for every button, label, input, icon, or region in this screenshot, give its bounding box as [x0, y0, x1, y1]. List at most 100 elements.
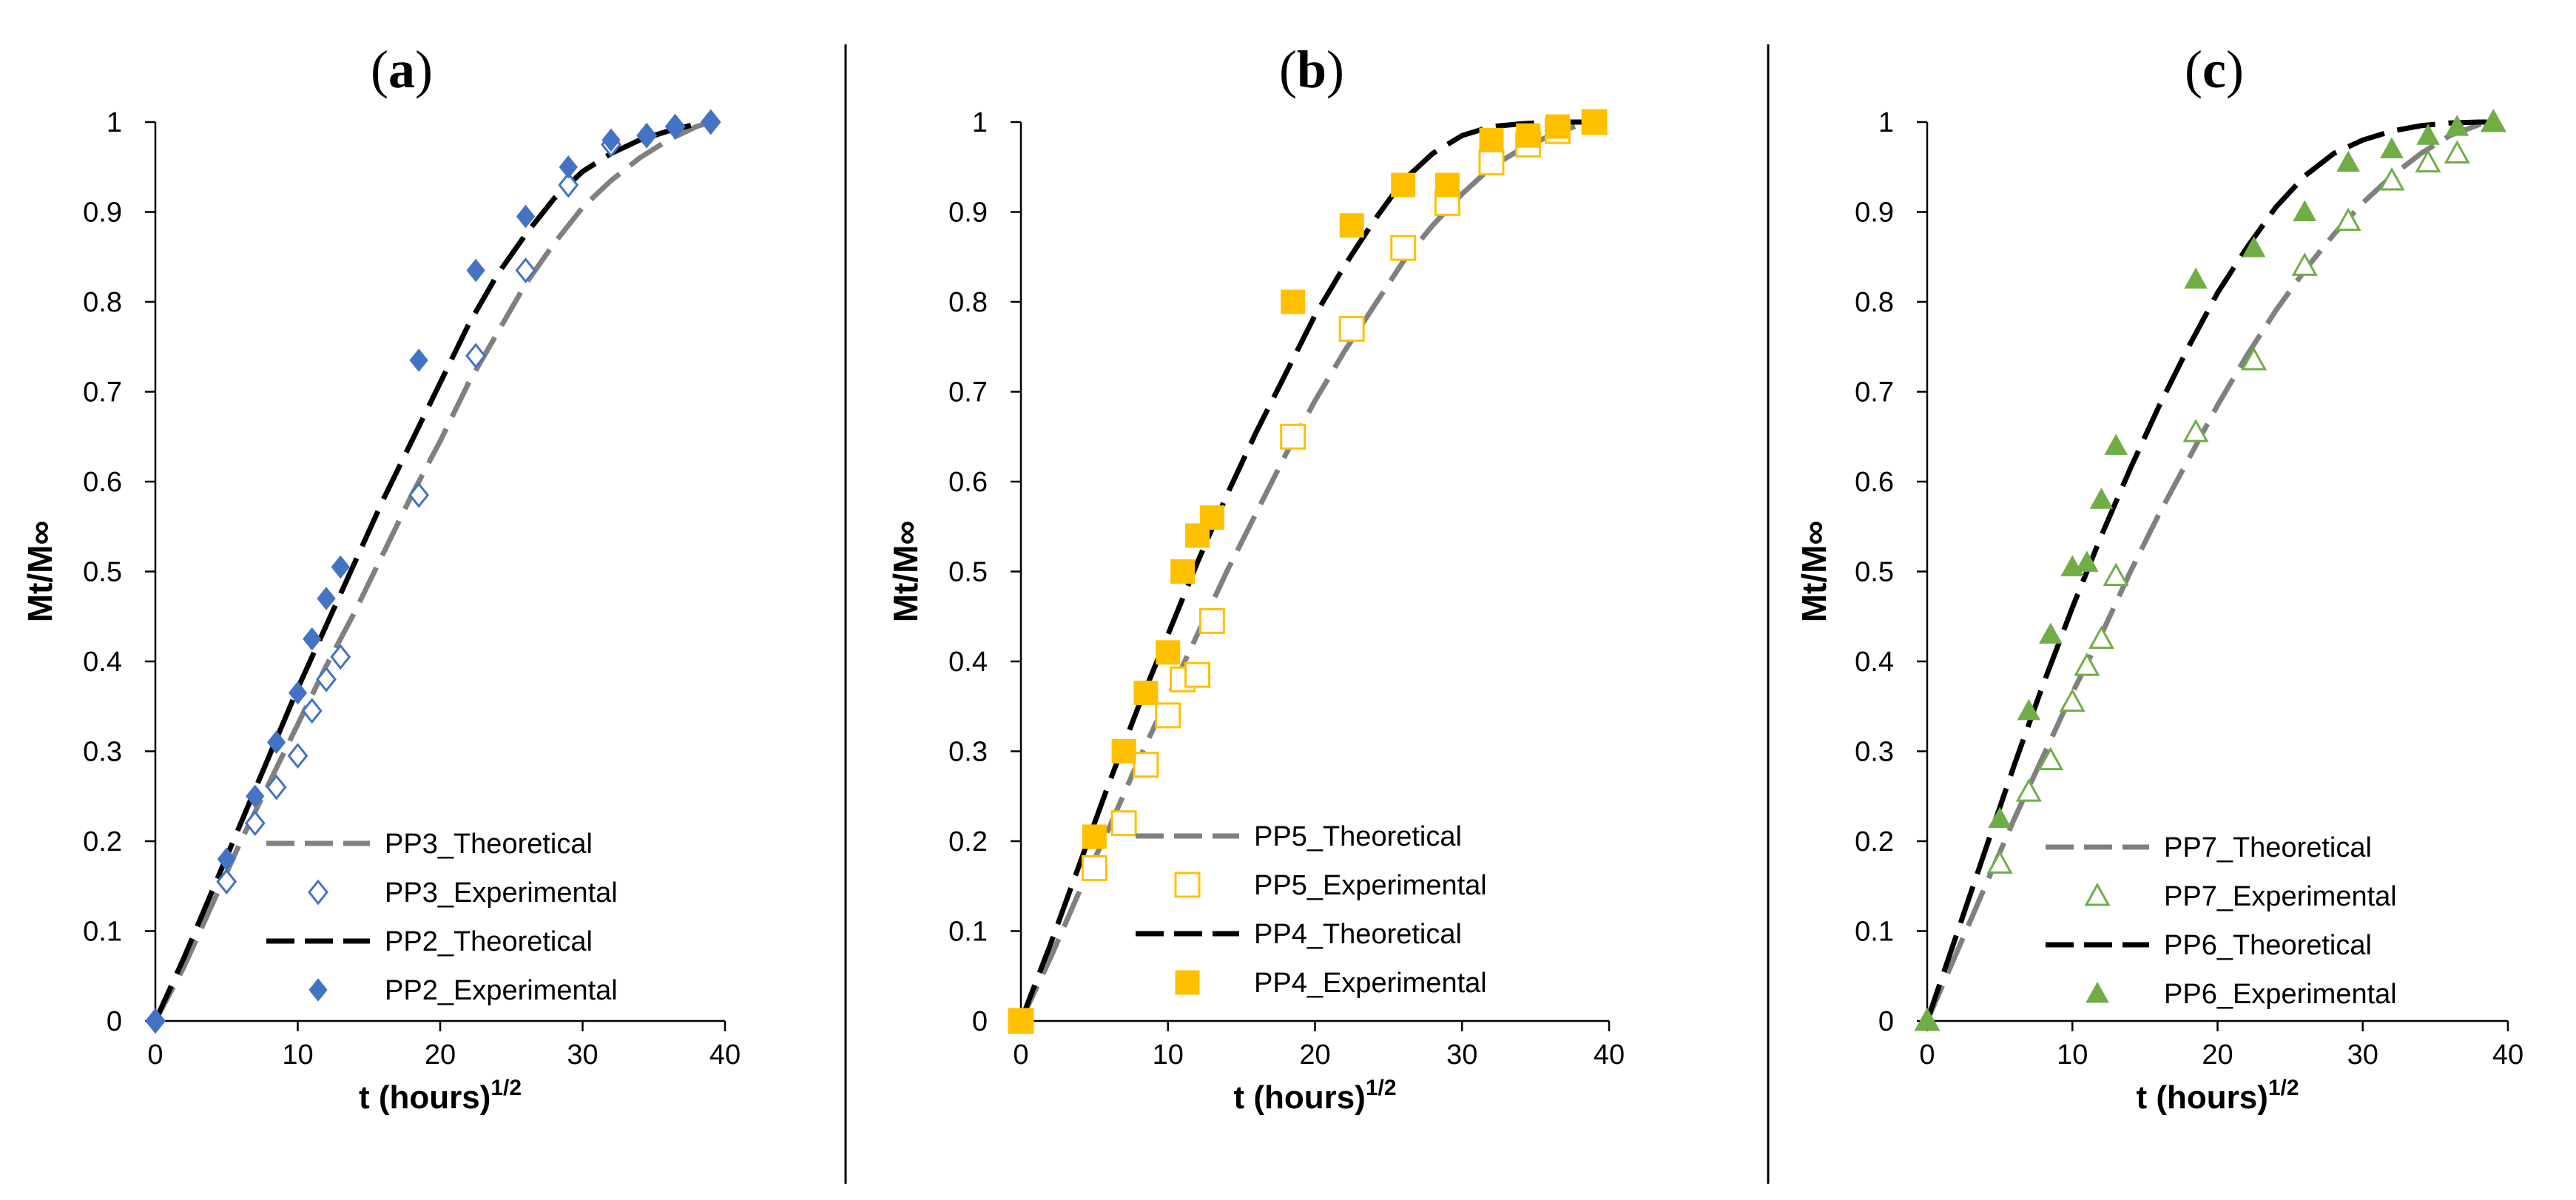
data-point-PP4_Experimental	[1391, 172, 1416, 198]
y-tick-label: 0.4	[1855, 647, 1894, 678]
y-tick-label: 0.1	[948, 917, 988, 948]
x-axis-label-text: t (hours)	[1233, 1079, 1365, 1116]
y-tick-label: 0.5	[948, 557, 988, 588]
data-point-PP6_Experimental	[1988, 806, 2012, 829]
data-point-PP7_Experimental	[2015, 778, 2042, 802]
y-tick-label: 0.3	[1855, 737, 1894, 768]
y-tick-label: 0.8	[948, 287, 988, 318]
data-point-PP7_Experimental	[2059, 688, 2086, 712]
y-tick-label: 0.8	[83, 287, 122, 318]
x-tick-label: 0	[147, 1039, 163, 1071]
legend-marker-symbol	[2084, 882, 2111, 906]
chart-panel-b: (b) 0 10 20 30 40 0 0.1 0.2 0.3 0.4 0.5 0.6 0.7 0.8 0.9…	[886, 40, 1625, 1116]
data-point-PP6_Experimental	[2242, 236, 2266, 257]
data-point-PP4_Experimental	[1545, 114, 1570, 139]
data-point-PP6_Experimental	[2184, 267, 2208, 289]
data-point-PP2_Experimental	[701, 110, 721, 134]
y-axis-label: Mt/M∞	[1795, 521, 1833, 623]
y-tick-label: 0.8	[1855, 287, 1894, 318]
data-point-PP6_Experimental	[2075, 550, 2099, 572]
y-tick-label: 0.3	[948, 737, 988, 768]
y-tick-label: 1	[107, 107, 122, 138]
data-point-PP7_Experimental	[2088, 625, 2115, 650]
data-point-PP2_Experimental	[217, 847, 236, 872]
y-tick-label: 0.1	[83, 917, 122, 948]
legend-marker-symbol	[2086, 981, 2109, 1003]
data-point-PP3_Experimental	[244, 810, 266, 837]
data-point-PP5_Experimental	[1280, 423, 1306, 450]
y-tick-label: 0.7	[948, 377, 988, 408]
data-point-PP6_Experimental	[2017, 698, 2041, 721]
data-point-PP3_Experimental	[515, 257, 536, 283]
panel-title-close: )	[1326, 40, 1344, 99]
data-point-PP3_Experimental	[287, 743, 308, 769]
data-point-PP2_Experimental	[288, 681, 308, 705]
data-point-PP7_Experimental	[2335, 207, 2361, 232]
legend-label: PP7_Experimental	[2164, 881, 2397, 912]
data-point-PP6_Experimental	[2293, 200, 2317, 221]
y-tick-label: 0.6	[948, 467, 988, 498]
series-line-PP6_Theoretical	[1924, 119, 2494, 1022]
legend-label: PP2_Theoretical	[385, 926, 593, 957]
data-point-PP3_Experimental	[558, 172, 579, 198]
data-point-PP5_Experimental	[1133, 752, 1159, 778]
x-tick-label: 30	[2347, 1039, 2378, 1071]
y-tick-label: 0.9	[1855, 198, 1894, 229]
y-tick-label: 0.7	[83, 377, 122, 408]
y-tick-label: 0	[1878, 1006, 1894, 1037]
y-axis-label: Mt/M∞	[886, 521, 925, 623]
data-point-PP2_Experimental	[559, 155, 578, 179]
panel-title-close: )	[415, 40, 433, 99]
data-point-PP4_Experimental	[1434, 172, 1460, 198]
chart-panel-a: (a) 0 10 20 30 40 0 0.1 0.2 0.3 0.4 0.5 0.6 0.7 0.8 0.9…	[21, 40, 741, 1116]
panel-title-close: )	[2226, 40, 2244, 99]
data-point-PP5_Experimental	[1155, 702, 1181, 729]
legend-label: PP6_Experimental	[2164, 979, 2397, 1010]
data-point-PP2_Experimental	[317, 587, 336, 610]
data-point-PP7_Experimental	[1986, 850, 2013, 874]
data-point-PP7_Experimental	[2074, 652, 2100, 676]
panel-title-letter: b	[1297, 40, 1326, 99]
y-tick-label: 0.2	[948, 826, 988, 857]
panel-title-open: (	[371, 40, 388, 99]
x-axis-label-exponent: 1/2	[490, 1076, 522, 1100]
x-tick-label: 20	[425, 1039, 456, 1071]
data-point-PP4_Experimental	[1199, 505, 1224, 530]
data-point-PP4_Experimental	[1111, 739, 1136, 764]
data-point-PP5_Experimental	[1184, 661, 1210, 688]
legend-label: PP4_Experimental	[1254, 968, 1487, 999]
data-point-PP2_Experimental	[266, 730, 286, 755]
x-tick-label: 40	[709, 1039, 741, 1071]
y-tick-label: 0.5	[83, 557, 122, 588]
panel-title: (b)	[1279, 40, 1344, 99]
data-point-PP6_Experimental	[2336, 150, 2360, 172]
x-axis-label: t (hours)1/2	[2136, 1076, 2299, 1116]
x-tick-label: 40	[2492, 1039, 2523, 1071]
panel-title: (c)	[2185, 40, 2244, 99]
data-point-PP4_Experimental	[1156, 640, 1181, 665]
data-point-PP4_Experimental	[1008, 1008, 1034, 1034]
y-tick-label: 0.6	[1855, 467, 1894, 498]
data-point-PP6_Experimental	[2416, 124, 2440, 145]
y-tick-label: 1	[972, 107, 988, 138]
data-point-PP2_Experimental	[246, 784, 265, 809]
x-tick-label: 10	[282, 1039, 313, 1071]
data-point-PP4_Experimental	[1516, 123, 1541, 148]
y-tick-label: 0.6	[83, 467, 122, 498]
x-axis-label: t (hours)1/2	[1233, 1076, 1396, 1116]
panel-title-open: (	[1279, 40, 1297, 99]
data-point-PP4_Experimental	[1281, 289, 1306, 314]
panel-title-letter: c	[2202, 40, 2226, 99]
data-point-PP7_Experimental	[2103, 562, 2129, 587]
x-axis-label-exponent: 1/2	[1366, 1076, 1397, 1100]
x-tick-label: 10	[1153, 1039, 1184, 1071]
data-point-PP7_Experimental	[2444, 140, 2470, 164]
x-axis-label-text: t (hours)	[359, 1079, 490, 1116]
x-tick-label: 40	[1594, 1039, 1625, 1071]
x-tick-label: 10	[2057, 1039, 2088, 1071]
data-point-PP6_Experimental	[1915, 1008, 1939, 1031]
panel-title: (a)	[371, 40, 433, 99]
data-point-PP7_Experimental	[2241, 346, 2268, 371]
data-point-PP2_Experimental	[601, 128, 621, 152]
data-point-PP2_Experimental	[331, 555, 350, 579]
